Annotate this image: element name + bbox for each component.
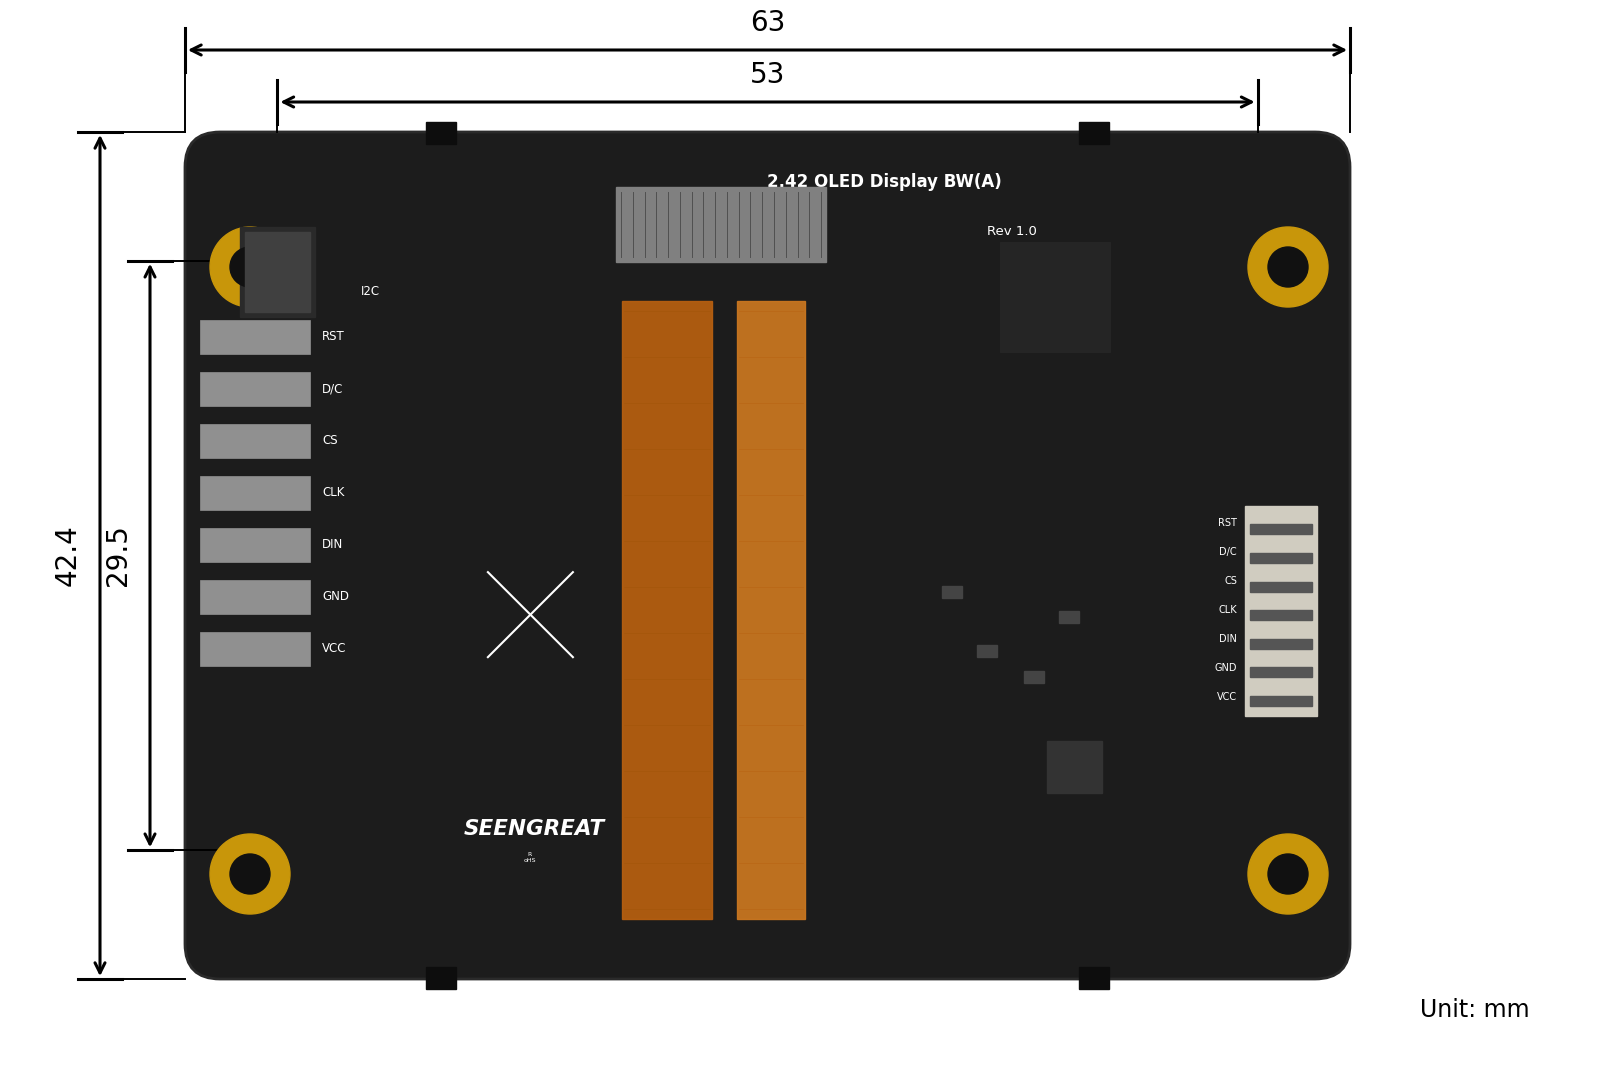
Bar (1250, 610, 1312, 620)
Text: GND: GND (1214, 664, 1237, 673)
Bar (1250, 524, 1312, 535)
Bar (426, 967, 456, 989)
Bar (1078, 122, 1109, 144)
Text: CLK: CLK (1218, 605, 1237, 616)
Bar (1078, 967, 1109, 989)
Circle shape (230, 854, 270, 894)
Bar (200, 528, 310, 562)
Text: 001: 001 (1067, 762, 1083, 771)
Circle shape (210, 227, 290, 307)
Bar (488, 572, 573, 657)
Circle shape (1248, 834, 1328, 914)
Bar (616, 187, 826, 262)
Bar (978, 646, 997, 657)
Text: R
oHS: R oHS (523, 851, 536, 862)
Bar (1059, 611, 1078, 623)
Bar (245, 232, 310, 312)
Text: 29.5: 29.5 (104, 525, 131, 587)
Text: Rev 1.0: Rev 1.0 (987, 225, 1037, 239)
Text: RST: RST (1218, 519, 1237, 528)
Bar (622, 301, 712, 919)
Bar (1046, 740, 1102, 793)
Text: 53: 53 (750, 61, 786, 89)
Bar (1245, 507, 1317, 716)
Circle shape (1267, 246, 1309, 287)
Circle shape (1248, 227, 1328, 307)
Text: 2.42 OLED Display BW(A): 2.42 OLED Display BW(A) (766, 173, 1002, 191)
Text: CS: CS (1224, 576, 1237, 587)
Bar (426, 122, 456, 144)
Bar (200, 320, 310, 354)
Bar (1250, 639, 1312, 649)
Text: I2C: I2C (360, 286, 379, 299)
Circle shape (230, 246, 270, 287)
FancyBboxPatch shape (186, 132, 1350, 980)
Bar (200, 580, 310, 614)
Bar (1250, 696, 1312, 706)
Text: D/C: D/C (322, 382, 344, 396)
Text: SPI: SPI (246, 335, 264, 348)
Text: SEENGREAT: SEENGREAT (464, 819, 605, 839)
Text: D/C: D/C (1219, 547, 1237, 557)
Text: VCC: VCC (322, 642, 347, 655)
Text: CS: CS (322, 434, 338, 447)
Bar (200, 372, 310, 407)
Bar (1250, 667, 1312, 678)
Bar (942, 586, 962, 598)
Text: RST: RST (322, 331, 344, 344)
Bar (200, 632, 310, 666)
Circle shape (1267, 854, 1309, 894)
Text: CLK: CLK (322, 487, 344, 499)
Bar (240, 227, 315, 317)
Text: VCC: VCC (1218, 692, 1237, 702)
Bar (200, 424, 310, 458)
Bar (1024, 670, 1043, 683)
Bar (1250, 553, 1312, 563)
Text: DIN: DIN (1219, 635, 1237, 644)
Bar (200, 476, 310, 510)
Bar (1000, 242, 1110, 352)
Circle shape (210, 834, 290, 914)
Text: Unit: mm: Unit: mm (1421, 998, 1530, 1022)
Text: 63: 63 (750, 9, 786, 37)
Bar (1250, 582, 1312, 591)
Text: DIN: DIN (322, 539, 344, 552)
Bar (738, 301, 805, 919)
Text: 42.4: 42.4 (54, 525, 82, 587)
Text: GND: GND (322, 590, 349, 604)
